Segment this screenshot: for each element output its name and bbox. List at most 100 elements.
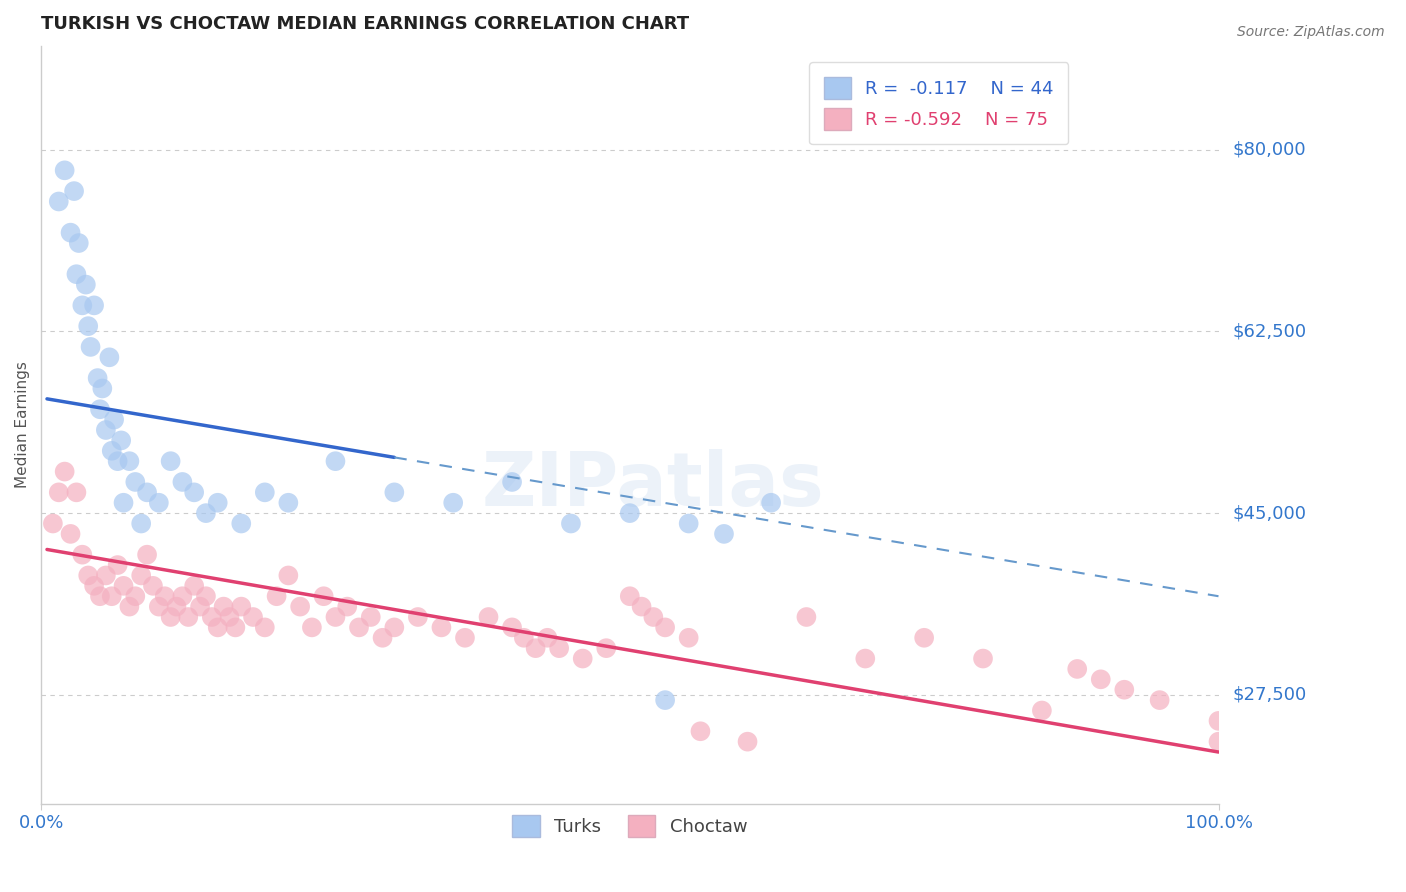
Point (524, 641, 547, 656)
Point (72, 548, 94, 562)
Point (548, 641, 571, 656)
Point (89, 589, 111, 603)
Point (1090, 673, 1112, 687)
Point (501, 475, 523, 489)
Point (595, 641, 617, 656)
Point (59, 226, 82, 240)
Point (1114, 682, 1136, 697)
Point (277, 496, 299, 510)
Point (103, 412, 125, 426)
Point (1066, 662, 1088, 676)
Point (454, 631, 477, 645)
Point (183, 579, 205, 593)
Point (972, 651, 994, 665)
Point (75, 277, 97, 292)
Point (48, 485, 70, 500)
Point (63, 184, 86, 198)
Point (231, 599, 253, 614)
Point (654, 620, 676, 634)
Point (65, 485, 87, 500)
Point (129, 568, 152, 582)
Point (148, 496, 170, 510)
Point (188, 599, 211, 614)
Point (212, 599, 235, 614)
Point (1208, 734, 1230, 748)
Point (194, 589, 217, 603)
Point (441, 496, 464, 510)
Legend: R =  -0.117    N = 44, R = -0.592    N = 75: R = -0.117 N = 44, R = -0.592 N = 75 (810, 62, 1069, 145)
Point (253, 620, 276, 634)
Point (560, 516, 582, 531)
Point (118, 454, 141, 468)
Point (312, 589, 335, 603)
Point (501, 620, 523, 634)
Point (325, 454, 347, 468)
Point (136, 548, 159, 562)
Point (347, 620, 370, 634)
Point (713, 527, 735, 541)
Point (619, 589, 641, 603)
Point (207, 620, 229, 634)
Point (678, 516, 700, 531)
Point (107, 558, 129, 572)
Point (107, 454, 129, 468)
Point (536, 631, 558, 645)
Point (177, 610, 200, 624)
Point (77, 568, 100, 582)
Point (172, 589, 194, 603)
Point (853, 651, 876, 665)
Point (91, 382, 114, 396)
Point (153, 589, 176, 603)
Point (654, 693, 676, 707)
Point (619, 506, 641, 520)
Point (42, 516, 65, 531)
Point (83, 298, 105, 312)
Point (678, 631, 700, 645)
Point (65, 267, 87, 281)
Point (118, 599, 141, 614)
Point (86, 371, 108, 385)
Point (148, 599, 170, 614)
Point (301, 620, 323, 634)
Point (124, 475, 146, 489)
Text: TURKISH VS CHOCTAW MEDIAN EARNINGS CORRELATION CHART: TURKISH VS CHOCTAW MEDIAN EARNINGS CORRE… (41, 15, 689, 33)
Point (406, 610, 429, 624)
Point (231, 516, 253, 531)
Point (83, 579, 105, 593)
Point (77, 319, 100, 334)
Point (382, 620, 405, 634)
Point (112, 579, 135, 593)
Point (643, 610, 665, 624)
Point (129, 516, 152, 531)
Point (94, 423, 117, 437)
Point (201, 610, 224, 624)
Point (194, 506, 217, 520)
Text: ZIPatlas: ZIPatlas (482, 449, 825, 522)
Point (67, 235, 90, 250)
Point (112, 496, 135, 510)
Point (172, 475, 194, 489)
Point (94, 568, 117, 582)
Point (689, 724, 711, 739)
Point (1208, 714, 1230, 728)
Point (737, 734, 759, 748)
Text: $45,000: $45,000 (1233, 504, 1306, 522)
Point (166, 599, 188, 614)
Point (98, 351, 121, 365)
Point (100, 589, 122, 603)
Point (242, 610, 264, 624)
Point (159, 610, 181, 624)
Point (277, 568, 299, 582)
Point (183, 485, 205, 500)
Point (796, 610, 818, 624)
Point (325, 610, 347, 624)
Point (266, 589, 288, 603)
Point (513, 631, 536, 645)
Point (59, 527, 82, 541)
Point (110, 434, 132, 448)
Point (48, 194, 70, 209)
Point (253, 485, 276, 500)
Point (371, 631, 394, 645)
Point (53, 465, 76, 479)
Point (477, 610, 499, 624)
